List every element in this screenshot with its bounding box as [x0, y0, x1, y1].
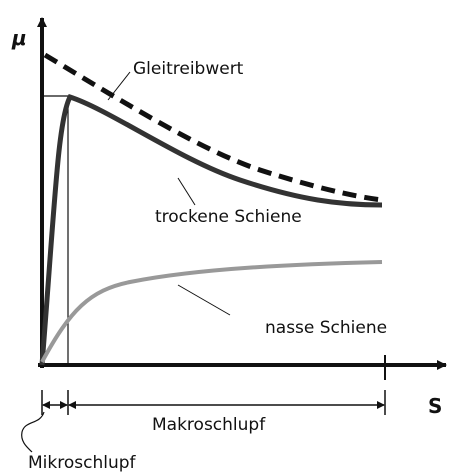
macro-label: Makroschlupf [152, 415, 266, 435]
leader [107, 71, 131, 101]
leader [177, 177, 196, 206]
micro-label: Mikroschlupf [28, 453, 137, 473]
y-axis-label: μ [11, 26, 27, 50]
x-axis-label: S [428, 394, 442, 418]
dry-curve [39, 93, 383, 366]
sliding-label: Gleitreibwert [133, 59, 244, 79]
sliding-curve [43, 52, 383, 203]
leader [177, 284, 231, 316]
leader [21, 411, 45, 453]
wet-label: nasse Schiene [265, 318, 387, 338]
dry-label: trockene Schiene [155, 207, 302, 227]
wet-curve [40, 260, 383, 363]
